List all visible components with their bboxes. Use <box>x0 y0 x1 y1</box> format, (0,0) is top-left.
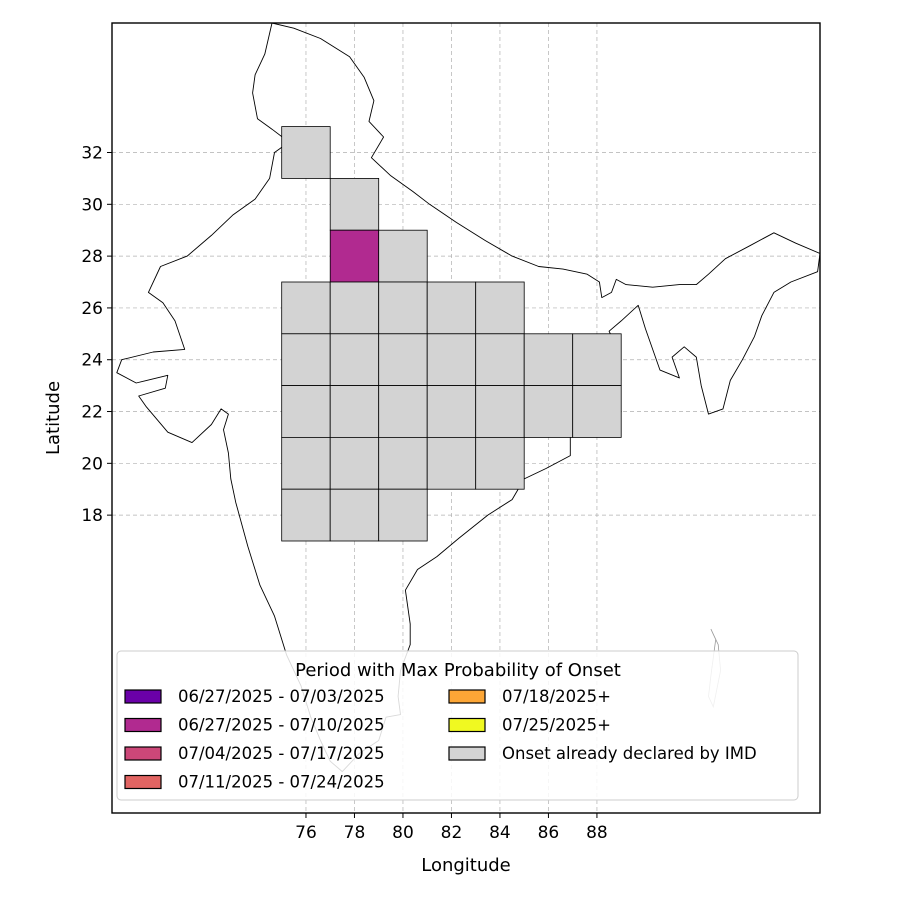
onset-cell <box>378 229 428 283</box>
plot-frame <box>111 22 821 814</box>
onset-cell <box>378 281 428 335</box>
onset-cell <box>329 177 380 231</box>
onset-cell <box>475 436 525 490</box>
x-axis-label: Longitude <box>421 855 511 876</box>
onset-cell <box>426 281 477 335</box>
y-tick-label: 26 <box>81 299 103 319</box>
y-tick-label: 18 <box>81 506 103 526</box>
y-tick-label: 32 <box>81 144 103 164</box>
legend-swatch <box>448 689 486 704</box>
onset-cell <box>329 229 380 283</box>
legend: Period with Max Probability of Onset 06/… <box>116 650 799 801</box>
onset-cell <box>378 333 428 386</box>
legend-swatch <box>448 717 486 733</box>
onset-cell <box>329 333 380 386</box>
onset-cell <box>329 488 380 542</box>
onset-cell <box>281 385 331 438</box>
axis-ticks: 76 78 80 82 84 86 88 18 20 22 24 26 28 30 32 <box>81 144 607 843</box>
onset-cell <box>426 385 477 438</box>
y-tick-label: 30 <box>81 195 103 215</box>
legend-label: 06/27/2025 - 07/10/2025 <box>178 716 385 735</box>
x-tick-label: 80 <box>392 823 414 843</box>
onset-cell <box>378 488 428 542</box>
onset-cell <box>281 126 331 179</box>
onset-cell <box>426 436 477 490</box>
legend-swatch <box>124 717 162 733</box>
onset-cell <box>329 436 380 490</box>
onset-cell <box>378 385 428 438</box>
onset-cell <box>572 385 622 438</box>
legend-label: 07/04/2025 - 07/17/2025 <box>178 744 385 763</box>
india-outline <box>116 23 820 773</box>
legend-label: 07/18/2025+ <box>502 687 611 706</box>
x-tick-label: 86 <box>538 823 560 843</box>
legend-label: 07/11/2025 - 07/24/2025 <box>178 773 385 792</box>
legend-label: Onset already declared by IMD <box>502 744 757 763</box>
x-tick-label: 84 <box>489 823 511 843</box>
onset-cell <box>572 333 622 386</box>
onset-cell <box>329 385 380 438</box>
y-tick-label: 20 <box>81 454 103 474</box>
y-tick-label: 24 <box>81 351 103 371</box>
onset-cell <box>329 281 380 335</box>
onset-cell <box>475 385 525 438</box>
onset-cell <box>475 333 525 386</box>
onset-cell <box>523 385 574 438</box>
y-tick-label: 22 <box>81 403 103 423</box>
legend-swatch <box>124 746 162 761</box>
onset-cell <box>475 281 525 335</box>
legend-swatch <box>448 746 486 761</box>
x-tick-label: 88 <box>586 823 608 843</box>
legend-swatch <box>124 689 162 704</box>
onset-cell <box>281 436 331 490</box>
legend-label: 06/27/2025 - 07/03/2025 <box>178 687 385 706</box>
legend-swatch <box>124 774 162 790</box>
legend-title: Period with Max Probability of Onset <box>295 660 621 681</box>
onset-grid-cells <box>281 126 622 542</box>
onset-cell <box>378 436 428 490</box>
onset-cell <box>281 488 331 542</box>
y-tick-label: 28 <box>81 247 103 267</box>
x-tick-label: 82 <box>441 823 463 843</box>
legend-label: 07/25/2025+ <box>502 716 611 735</box>
x-tick-label: 76 <box>295 823 317 843</box>
onset-cell <box>281 281 331 335</box>
onset-cell <box>426 333 477 386</box>
onset-cell <box>281 333 331 386</box>
x-tick-label: 78 <box>344 823 366 843</box>
onset-cell <box>523 333 574 386</box>
y-axis-label: Latitude <box>43 381 64 455</box>
